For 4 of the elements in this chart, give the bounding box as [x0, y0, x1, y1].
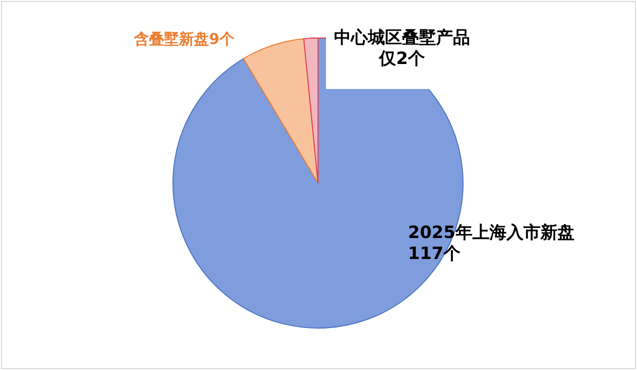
pie-slice — [242, 38, 318, 184]
slice-label: 含叠墅新盘9个 — [134, 30, 236, 49]
slice-label: 2025年上海入市新盘117个 — [408, 223, 576, 266]
slice-label: 中心城区叠墅产品仅2个 — [326, 24, 478, 88]
